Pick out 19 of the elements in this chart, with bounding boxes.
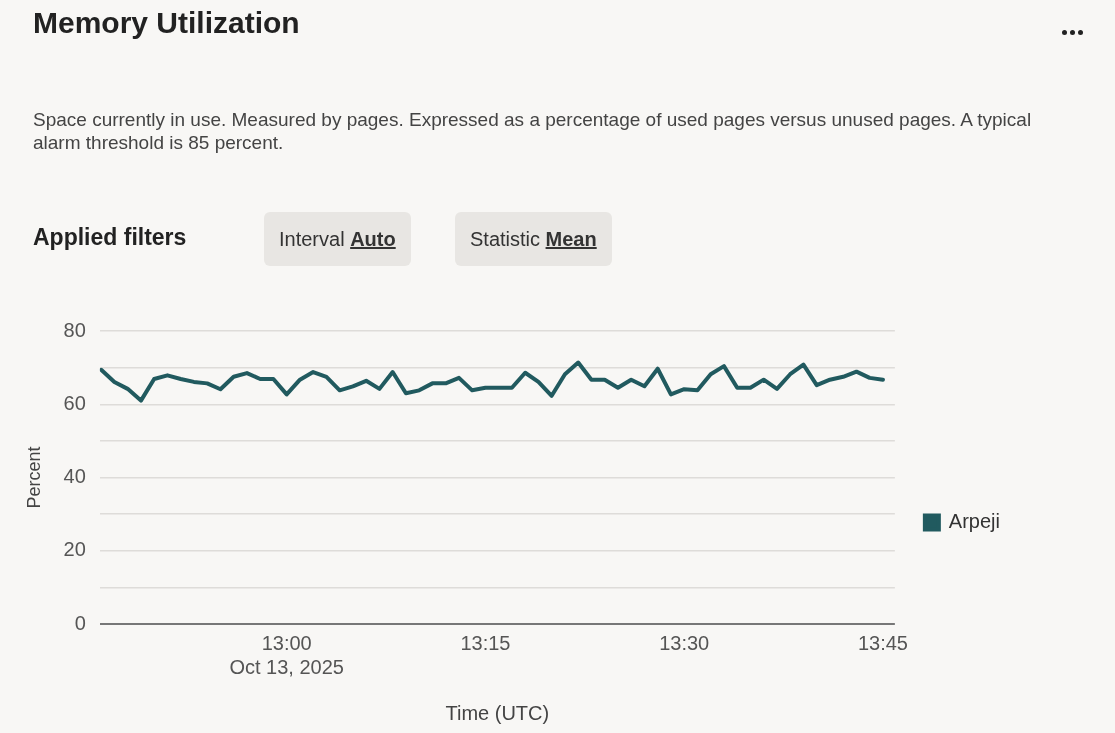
y-axis-title: Percent	[23, 446, 44, 509]
text: Mean	[545, 228, 597, 250]
y-tick-label: 40	[63, 465, 86, 488]
y-tick-label: 20	[63, 538, 86, 561]
x-tick-label: 13:45	[857, 631, 908, 654]
y-tick-label: 0	[74, 611, 86, 634]
text: Auto	[350, 228, 396, 250]
y-tick-label: 60	[63, 391, 86, 414]
legend-label: Arpeji	[948, 510, 1001, 533]
text: Statistic	[470, 228, 541, 250]
x-axis-title: Time (UTC)	[445, 701, 550, 724]
chart-subtitle: Space currently in use. Measured by pages. Expressed as a percentage of used pages versus unused pages. A typical alarm threshold is 85 percent.	[33, 108, 1033, 154]
text: Interval	[279, 228, 345, 250]
x-tick-label: 13:30	[659, 631, 710, 654]
y-tick-label: 80	[63, 318, 86, 341]
chart-title: Memory Utilization	[33, 6, 300, 40]
x-tick-label: 13:00 Oct 13, 2025	[229, 631, 344, 678]
text: Applied filters	[33, 224, 187, 251]
x-tick-label: 13:15	[460, 631, 511, 654]
